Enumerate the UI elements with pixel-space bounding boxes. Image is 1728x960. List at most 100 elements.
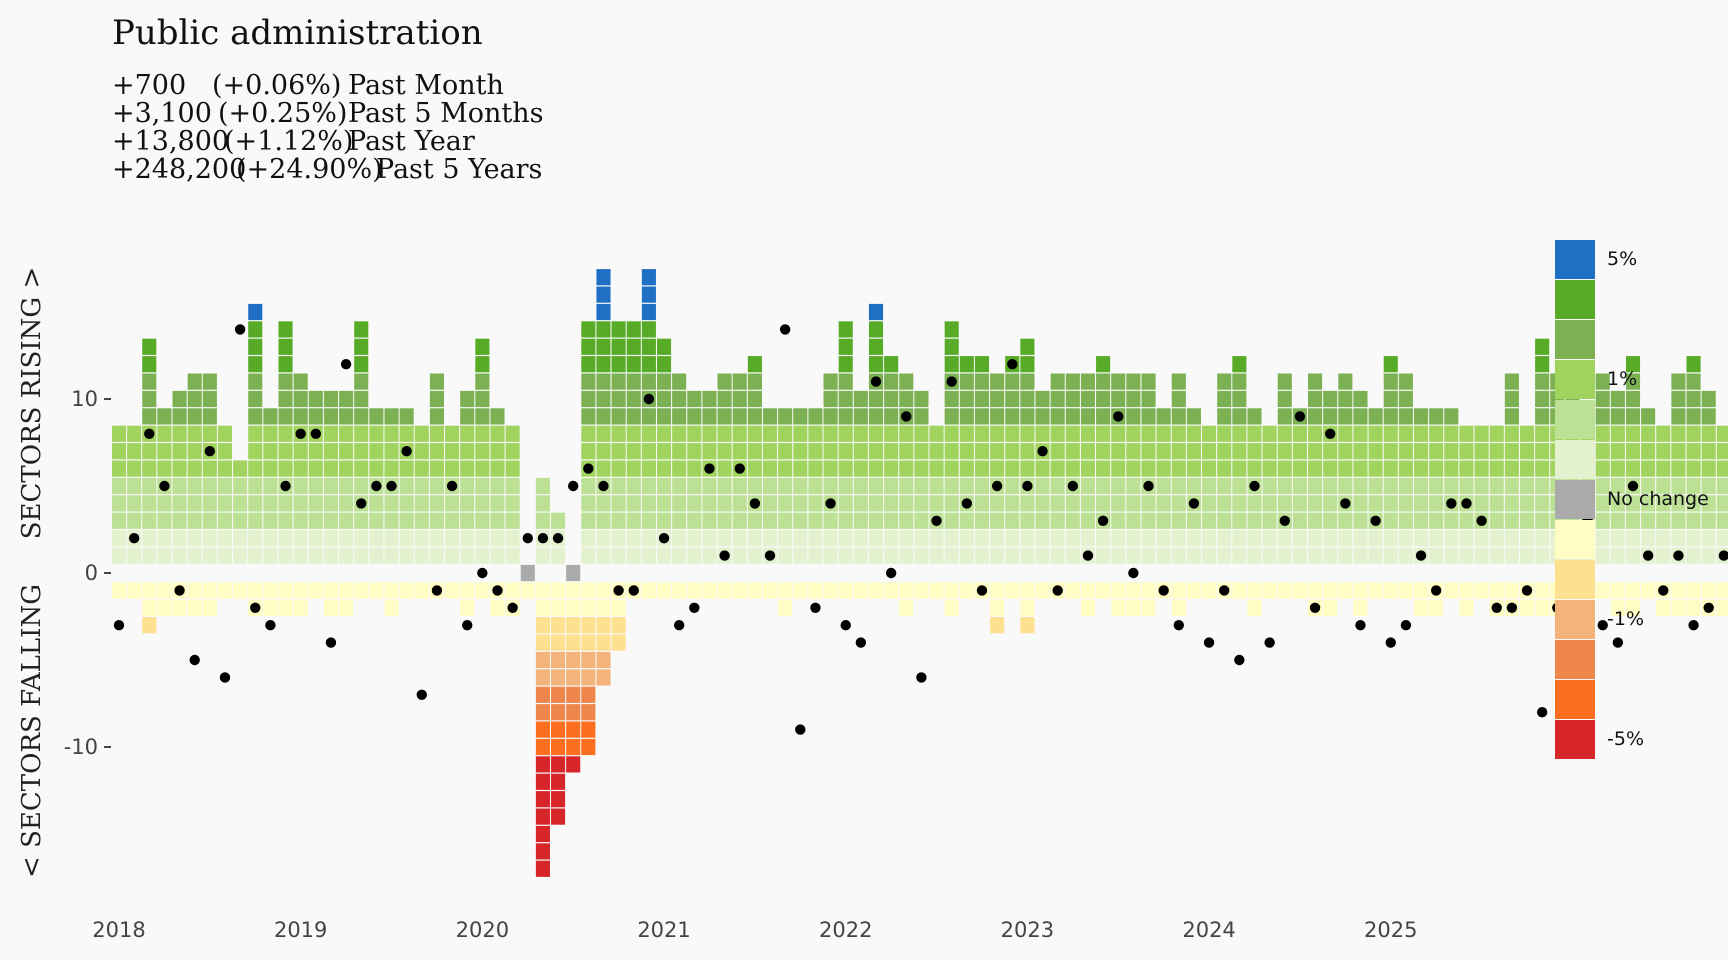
rising-cell: [1020, 356, 1035, 373]
falling-cell: [566, 582, 581, 599]
rising-cell: [1277, 495, 1292, 512]
falling-cell: [520, 582, 535, 599]
falling-cell: [278, 582, 293, 599]
rising-cell: [1202, 512, 1217, 529]
rising-cell: [1050, 495, 1065, 512]
net-change-dot: [204, 446, 216, 457]
rising-cell: [1005, 443, 1020, 460]
rising-cell: [475, 390, 490, 408]
falling-cell: [535, 686, 550, 703]
rising-cell: [369, 547, 384, 564]
rising-cell: [596, 269, 611, 286]
rising-cell: [611, 425, 626, 442]
y-label-rising: SECTORS RISING >: [17, 267, 47, 540]
stat-period-5months: Past 5 Months: [348, 98, 544, 129]
falling-cell: [641, 582, 656, 599]
rising-cell: [1338, 512, 1353, 529]
net-change-dot: [1688, 620, 1699, 631]
rising-cell: [717, 373, 732, 390]
x-tick-label: 2018: [92, 918, 145, 942]
net-change-dot: [1279, 515, 1290, 526]
rising-cell: [1504, 373, 1519, 390]
rising-cell: [717, 408, 732, 425]
rising-cell: [656, 443, 672, 460]
rising-cell: [656, 338, 672, 355]
rising-cell: [959, 373, 974, 390]
rising-cell: [1353, 425, 1368, 442]
rising-cell: [445, 530, 460, 547]
rising-cell: [1641, 443, 1656, 460]
rising-cell: [1444, 460, 1459, 477]
net-change-dot: [749, 498, 761, 509]
rising-cell: [672, 477, 687, 495]
falling-cell: [581, 669, 596, 686]
rising-cell: [1065, 408, 1080, 425]
rising-cell: [596, 373, 611, 390]
rising-cell: [157, 512, 172, 529]
rising-cell: [187, 408, 202, 425]
rising-cell: [778, 425, 793, 442]
rising-cell: [339, 443, 354, 460]
heatmap-cells: [111, 269, 1728, 877]
legend-swatch: [1555, 320, 1595, 359]
rising-cell: [1656, 547, 1671, 564]
rising-cell: [1277, 443, 1292, 460]
rising-cell: [308, 390, 323, 408]
rising-cell: [778, 530, 793, 547]
rising-cell: [641, 530, 656, 547]
rising-cell: [1126, 512, 1141, 529]
rising-cell: [293, 495, 308, 512]
rising-cell: [1610, 530, 1625, 547]
rising-cell: [233, 547, 248, 564]
falling-cell: [566, 669, 581, 686]
falling-cell: [339, 582, 354, 599]
rising-cell: [1292, 460, 1307, 477]
rising-cell: [1686, 512, 1701, 529]
rising-cell: [1126, 425, 1141, 442]
rising-cell: [672, 408, 687, 425]
rising-cell: [1005, 460, 1020, 477]
rising-cell: [1065, 425, 1080, 442]
falling-cell: [551, 582, 566, 599]
rising-cell: [838, 390, 853, 408]
rising-cell: [111, 495, 127, 512]
net-change-dot: [719, 550, 730, 561]
rising-cell: [1610, 408, 1625, 425]
falling-cell: [929, 582, 944, 599]
rising-cell: [823, 373, 838, 390]
rising-cell: [1489, 495, 1504, 512]
rising-cell: [187, 425, 202, 442]
x-tick-label: 2021: [637, 918, 690, 942]
rising-cell: [656, 512, 672, 529]
rising-cell: [1156, 408, 1171, 425]
falling-cell: [1625, 582, 1641, 599]
falling-cell: [808, 582, 823, 599]
falling-cell: [217, 582, 233, 599]
falling-cell: [535, 617, 550, 634]
rising-cell: [1308, 425, 1323, 442]
rising-cell: [868, 477, 884, 495]
rising-cell: [1232, 390, 1247, 408]
rising-cell: [656, 547, 672, 564]
rising-cell: [793, 408, 808, 425]
net-change-dot: [113, 620, 125, 631]
rising-cell: [429, 390, 444, 408]
rising-cell: [384, 530, 399, 547]
rising-cell: [641, 303, 656, 321]
net-change-dot: [1385, 637, 1396, 648]
falling-cell: [535, 651, 550, 669]
rising-cell: [1429, 530, 1444, 547]
rising-cell: [1459, 460, 1474, 477]
falling-cell: [1444, 582, 1459, 599]
rising-cell: [974, 373, 990, 390]
rising-cell: [1338, 425, 1353, 442]
falling-cell: [611, 634, 626, 651]
rising-cell: [1308, 547, 1323, 564]
rising-cell: [868, 425, 884, 442]
falling-cell: [535, 582, 550, 599]
rising-cell: [248, 356, 263, 373]
falling-cell: [551, 617, 566, 634]
rising-cell: [248, 530, 263, 547]
rising-cell: [672, 547, 687, 564]
net-change-dot: [1642, 550, 1654, 561]
